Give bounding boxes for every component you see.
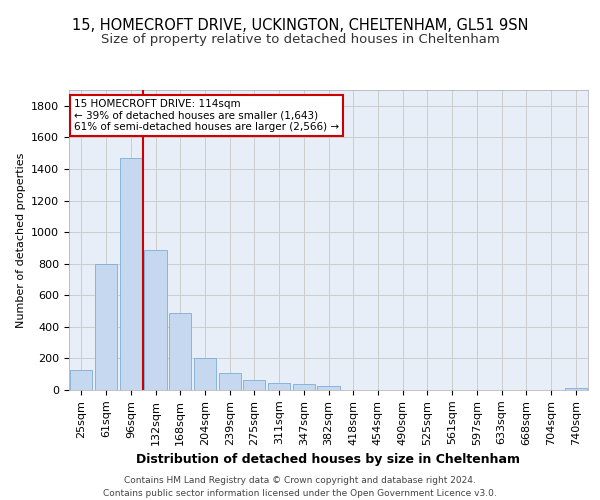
Y-axis label: Number of detached properties: Number of detached properties — [16, 152, 26, 328]
X-axis label: Distribution of detached houses by size in Cheltenham: Distribution of detached houses by size … — [137, 453, 521, 466]
Text: Contains HM Land Registry data © Crown copyright and database right 2024.
Contai: Contains HM Land Registry data © Crown c… — [103, 476, 497, 498]
Bar — [243, 380, 265, 390]
Bar — [565, 388, 587, 390]
Bar — [268, 383, 290, 390]
Text: 15 HOMECROFT DRIVE: 114sqm
← 39% of detached houses are smaller (1,643)
61% of s: 15 HOMECROFT DRIVE: 114sqm ← 39% of deta… — [74, 99, 340, 132]
Bar — [317, 386, 340, 390]
Bar — [119, 158, 142, 390]
Bar — [95, 264, 117, 390]
Bar — [145, 250, 167, 390]
Bar — [293, 384, 315, 390]
Text: 15, HOMECROFT DRIVE, UCKINGTON, CHELTENHAM, GL51 9SN: 15, HOMECROFT DRIVE, UCKINGTON, CHELTENH… — [72, 18, 528, 32]
Bar — [169, 312, 191, 390]
Bar — [70, 370, 92, 390]
Bar — [218, 374, 241, 390]
Text: Size of property relative to detached houses in Cheltenham: Size of property relative to detached ho… — [101, 32, 499, 46]
Bar — [194, 358, 216, 390]
